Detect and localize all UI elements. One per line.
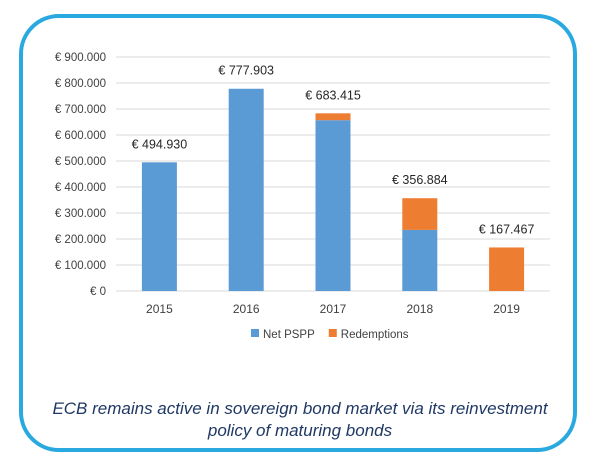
legend-swatch-net-pspp bbox=[251, 329, 259, 337]
x-tick-label-2017: 2017 bbox=[320, 302, 347, 316]
y-tick-label: € 200.000 bbox=[55, 234, 106, 246]
bars bbox=[141, 88, 525, 292]
total-label-2019: € 167.467 bbox=[479, 222, 535, 236]
bar-total-labels: € 494.930 € 777.903 € 683.415 € 356.884 € 16… bbox=[132, 64, 535, 237]
bar-net-pspp-2017 bbox=[315, 120, 351, 292]
x-tick-label-2015: 2015 bbox=[146, 302, 173, 316]
x-tick-label-2016: 2016 bbox=[233, 302, 260, 316]
x-axis-tick-labels: 2015 2016 2017 2018 2019 bbox=[146, 302, 520, 316]
caption-line-2: policy of maturing bonds bbox=[207, 421, 393, 440]
y-tick-label: € 800.000 bbox=[55, 78, 106, 90]
legend: Net PSPP Redemptions bbox=[251, 329, 409, 341]
chart-frame bbox=[19, 14, 577, 452]
x-tick-label-2019: 2019 bbox=[493, 302, 520, 316]
y-tick-label: € 100.000 bbox=[55, 260, 106, 272]
bar-redemptions-2017 bbox=[315, 113, 351, 121]
y-tick-label: € 900.000 bbox=[55, 52, 106, 64]
legend-label-redemptions: Redemptions bbox=[341, 329, 409, 341]
y-tick-label: € 0 bbox=[90, 286, 106, 298]
caption-line-1: ECB remains active in sovereign bond mar… bbox=[52, 399, 548, 418]
y-tick-label: € 400.000 bbox=[55, 182, 106, 194]
total-label-2017: € 683.415 bbox=[305, 88, 361, 102]
y-tick-label: € 600.000 bbox=[55, 130, 106, 142]
legend-label-net-pspp: Net PSPP bbox=[263, 329, 315, 341]
y-tick-label: € 300.000 bbox=[55, 208, 106, 220]
gridlines bbox=[116, 56, 550, 292]
y-axis-tick-labels: € 0 € 100.000 € 200.000 € 300.000 € 400.000 €… bbox=[55, 52, 106, 298]
y-tick-label: € 700.000 bbox=[55, 104, 106, 116]
total-label-2018: € 356.884 bbox=[392, 173, 448, 187]
y-tick-label: € 500.000 bbox=[55, 156, 106, 168]
bar-net-pspp-2018 bbox=[402, 229, 438, 291]
bar-redemptions-2019 bbox=[489, 247, 525, 291]
bar-net-pspp-2015 bbox=[141, 162, 177, 291]
x-tick-label-2018: 2018 bbox=[406, 302, 433, 316]
chart-caption: ECB remains active in sovereign bond mar… bbox=[30, 398, 570, 442]
bar-redemptions-2018 bbox=[402, 198, 438, 230]
bar-net-pspp-2016 bbox=[228, 88, 264, 292]
total-label-2016: € 777.903 bbox=[218, 64, 274, 78]
legend-swatch-redemptions bbox=[328, 329, 337, 337]
total-label-2015: € 494.930 bbox=[132, 137, 188, 151]
